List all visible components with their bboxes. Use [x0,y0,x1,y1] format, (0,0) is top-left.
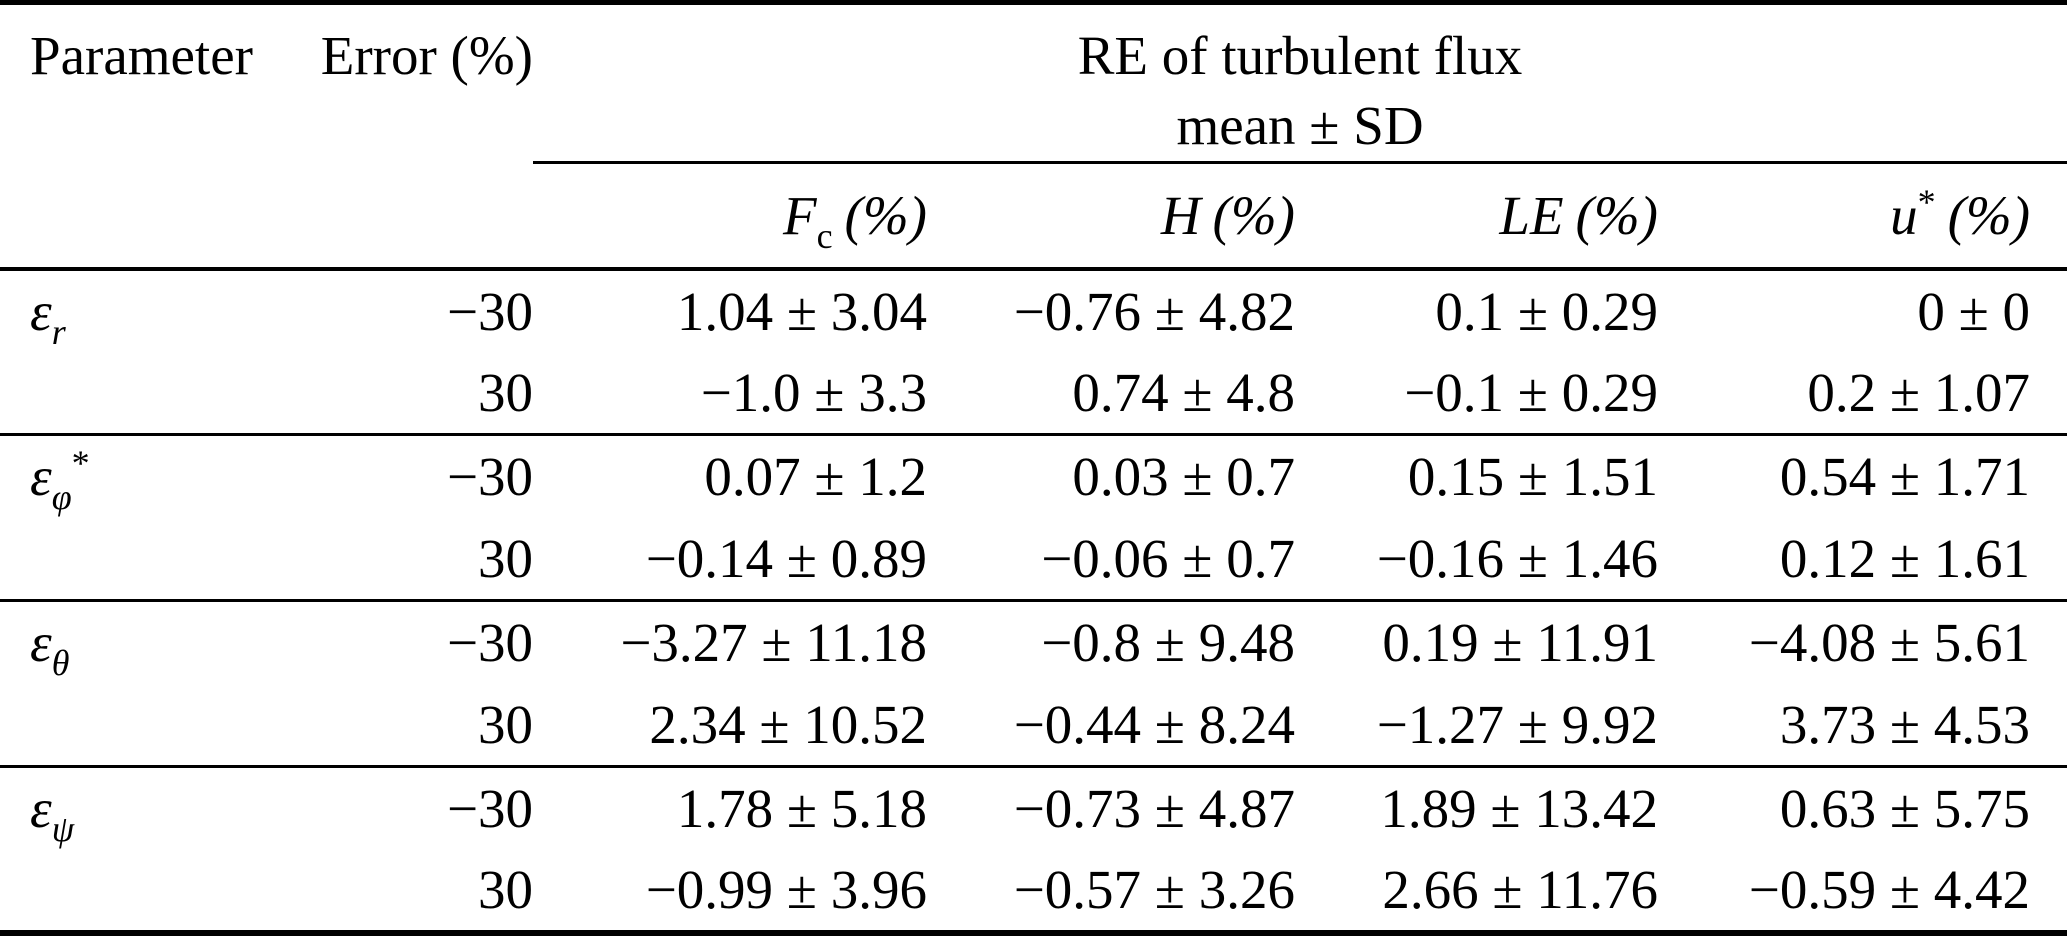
param-superscript: * [71,443,90,484]
flux-span-header: RE of turbulent flux mean ± SD [533,2,2067,164]
table-row-ephi-pos30: 30 −0.14 ± 0.89 −0.06 ± 0.7 −0.16 ± 1.46… [0,517,2067,602]
parameter-column-header: Parameter [30,25,253,86]
le-value-cell: 0.1 ± 0.29 [1435,280,1658,342]
error-cell: −30 [446,778,533,840]
h-value-cell: 0.74 ± 4.8 [927,351,1295,436]
error-cell: 30 [300,351,533,436]
param-cell: εθ [0,601,300,684]
ustar-value-cell: 0.54 ± 1.71 [1779,446,2031,508]
le-symbol: LE [1499,184,1564,246]
le-column-header: LE (%) [1295,162,1658,271]
le-value-cell: 0.19 ± 11.91 [1382,612,1658,674]
le-value-cell: −0.16 ± 1.46 [1295,517,1658,602]
fc-column-header: Fc (%) [533,162,927,271]
ustar-value-cell: 3.73 ± 4.53 [1658,683,2067,768]
epsilon-symbol: ε [30,446,52,508]
h-value-cell: −0.76 ± 4.82 [1013,280,1295,342]
table-row-er-neg30: εr −30 1.04 ± 3.04 −0.76 ± 4.82 0.1 ± 0.… [0,269,2067,352]
h-value-cell: −0.73 ± 4.87 [1013,778,1295,840]
h-value-cell: −0.06 ± 0.7 [927,517,1295,602]
ustar-unit: (%) [1947,184,2031,246]
error-cell: −30 [446,280,533,342]
header-row-2: Fc (%) H (%) LE (%) u* (%) [0,162,2067,271]
fc-value-cell: −3.27 ± 11.18 [620,612,927,674]
header-row-1: Parameter Error (%) RE of turbulent flux… [0,2,2067,164]
error-cell: 30 [478,859,533,920]
h-unit: (%) [1212,184,1295,246]
table-header: Parameter Error (%) RE of turbulent flux… [0,2,2067,271]
param-cell: εψ [0,767,300,850]
ustar-value-cell: 0.2 ± 1.07 [1658,351,2067,436]
h-value-cell: −0.57 ± 3.26 [1013,859,1295,920]
fc-subscript: c [816,215,833,256]
param-cell [0,517,300,602]
table-row-etheta-pos30: 30 2.34 ± 10.52 −0.44 ± 8.24 −1.27 ± 9.9… [0,683,2067,768]
fc-value-cell: 1.04 ± 3.04 [676,280,927,342]
epsilon-symbol: ε [30,778,52,840]
h-value-cell: −0.8 ± 9.48 [1041,612,1295,674]
fc-value-cell: −0.99 ± 3.96 [645,859,927,920]
h-value-cell: 0.03 ± 0.7 [1072,446,1295,508]
le-value-cell: −1.27 ± 9.92 [1295,683,1658,768]
epsilon-symbol: ε [30,612,52,674]
spacer-cell [300,162,533,271]
table-row-epsi-pos30: 30 −0.99 ± 3.96 −0.57 ± 3.26 2.66 ± 11.7… [0,850,2067,933]
h-column-header: H (%) [927,162,1295,271]
spacer-cell [0,162,300,271]
param-subscript: r [51,311,66,352]
ustar-column-header: u* (%) [1658,162,2067,271]
param-cell: εφ* [0,435,300,518]
param-cell [0,351,300,436]
epsilon-symbol: ε [30,280,52,342]
fc-value-cell: 0.07 ± 1.2 [704,446,927,508]
error-cell: −30 [446,612,533,674]
le-value-cell: 1.89 ± 13.42 [1380,778,1658,840]
param-subscript: φ [51,477,72,518]
le-value-cell: 2.66 ± 11.76 [1382,859,1658,920]
table-row-epsi-neg30: εψ −30 1.78 ± 5.18 −0.73 ± 4.87 1.89 ± 1… [0,767,2067,850]
error-column-header: Error (%) [320,25,533,86]
param-cell [0,850,300,933]
fc-unit: (%) [844,184,927,246]
ustar-value-cell: 0.12 ± 1.61 [1658,517,2067,602]
h-symbol: H [1160,184,1201,246]
ustar-symbol: u [1890,184,1918,246]
table-body: εr −30 1.04 ± 3.04 −0.76 ± 4.82 0.1 ± 0.… [0,269,2067,933]
table-row-ephi-neg30: εφ* −30 0.07 ± 1.2 0.03 ± 0.7 0.15 ± 1.5… [0,435,2067,518]
le-value-cell: −0.1 ± 0.29 [1295,351,1658,436]
error-cell: −30 [446,446,533,508]
table-row-etheta-neg30: εθ −30 −3.27 ± 11.18 −0.8 ± 9.48 0.19 ± … [0,601,2067,684]
le-unit: (%) [1575,184,1658,246]
error-cell: 30 [300,517,533,602]
fc-symbol: F [782,184,817,246]
fc-value-cell: 1.78 ± 5.18 [676,778,927,840]
ustar-value-cell: −0.59 ± 4.42 [1748,859,2031,920]
fc-value-cell: −0.14 ± 0.89 [533,517,927,602]
ustar-value-cell: 0 ± 0 [1917,280,2031,342]
h-value-cell: −0.44 ± 8.24 [927,683,1295,768]
table-row-er-pos30: 30 −1.0 ± 3.3 0.74 ± 4.8 −0.1 ± 0.29 0.2… [0,351,2067,436]
param-subscript: ψ [51,809,75,850]
param-subscript: θ [51,643,70,684]
flux-span-header-line1: RE of turbulent flux [1077,25,1523,86]
fc-value-cell: −1.0 ± 3.3 [533,351,927,436]
ustar-superscript: * [1917,181,1936,222]
ustar-value-cell: −4.08 ± 5.61 [1748,612,2031,674]
ustar-value-cell: 0.63 ± 5.75 [1779,778,2031,840]
error-cell: 30 [300,683,533,768]
le-value-cell: 0.15 ± 1.51 [1407,446,1658,508]
flux-span-header-line2: mean ± SD [1176,95,1424,156]
fc-value-cell: 2.34 ± 10.52 [533,683,927,768]
param-cell: εr [0,269,300,352]
param-cell [0,683,300,768]
